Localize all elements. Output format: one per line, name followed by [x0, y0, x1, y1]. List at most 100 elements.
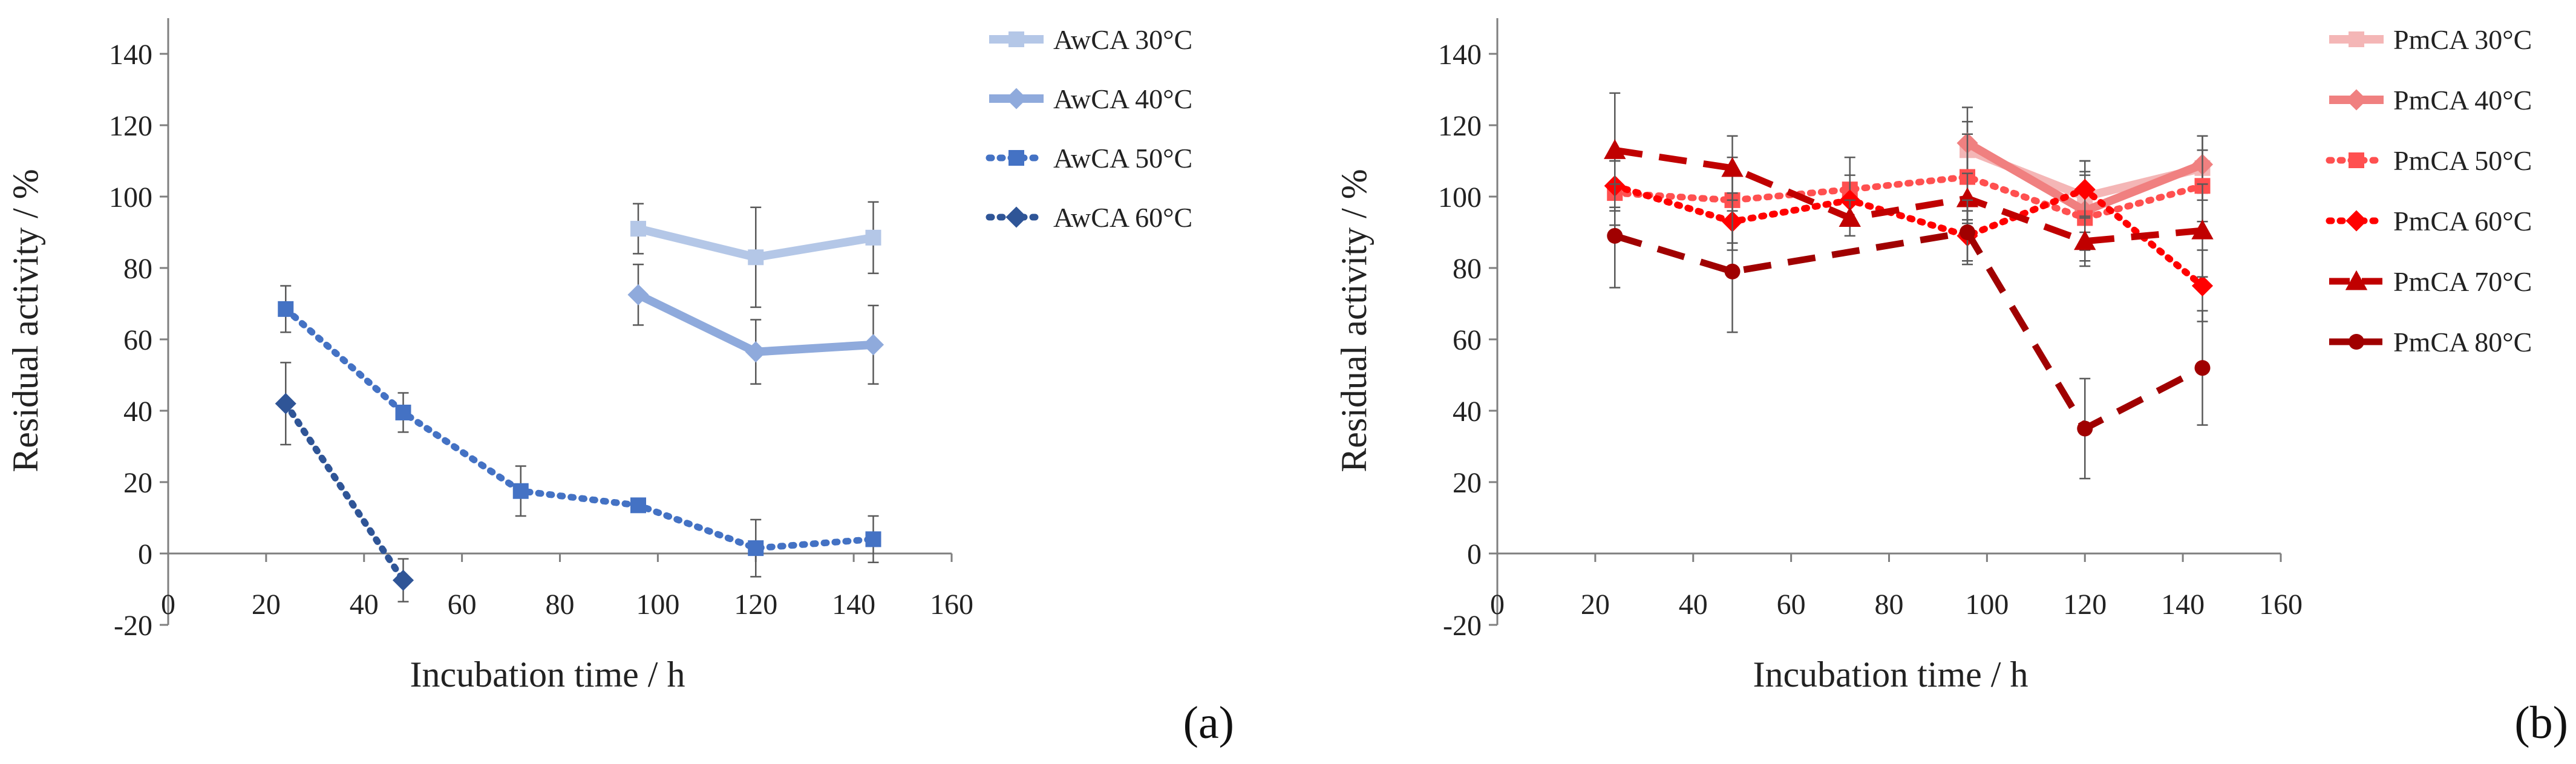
- legend-label: PmCA 70°C: [2393, 266, 2532, 297]
- legend-label: PmCA 30°C: [2393, 24, 2532, 55]
- legend-label: AwCA 50°C: [1053, 143, 1192, 174]
- x-tick-label: 0: [1490, 589, 1505, 621]
- data-point: [275, 393, 296, 414]
- data-point: [865, 531, 881, 547]
- legend-label: AwCA 30°C: [1053, 24, 1192, 55]
- legend-label: PmCA 40°C: [2393, 85, 2532, 116]
- data-point: [1839, 207, 1861, 227]
- series-awca-50-c: [278, 285, 881, 578]
- data-point: [2077, 420, 2093, 437]
- x-tick-label: 60: [1777, 589, 1806, 621]
- series-pmca-80-c: [1607, 183, 2211, 480]
- series-line: [282, 400, 407, 584]
- x-tick-label: 40: [1679, 589, 1708, 621]
- y-tick-label: 0: [138, 538, 152, 570]
- data-point: [748, 249, 764, 266]
- data-point: [630, 221, 646, 237]
- x-tick-label: 160: [930, 589, 973, 621]
- y-tick-label: 0: [1467, 538, 1482, 570]
- x-axis-label: Incubation time / h: [1753, 655, 2028, 694]
- y-tick-label: 20: [1453, 467, 1482, 499]
- legend-label: AwCA 40°C: [1053, 83, 1192, 114]
- data-point: [1960, 224, 1975, 240]
- x-tick-label: 100: [636, 589, 679, 621]
- x-tick-label: 40: [350, 589, 379, 621]
- x-tick-label: 80: [1875, 589, 1904, 621]
- y-tick-label: 100: [1438, 181, 1482, 214]
- series-line: [1611, 174, 2206, 221]
- x-tick-label: 60: [448, 589, 477, 621]
- legend-entry: PmCA 40°C: [2329, 85, 2532, 116]
- x-tick-label: 140: [832, 589, 875, 621]
- y-tick-label: 80: [123, 253, 152, 285]
- legend-entry: AwCA 40°C: [989, 83, 1192, 114]
- y-tick-label: 40: [1453, 396, 1482, 428]
- data-point: [2194, 360, 2211, 376]
- legend-label: PmCA 50°C: [2393, 145, 2532, 176]
- legend-swatch-marker: [1005, 206, 1027, 228]
- legend-entry: PmCA 30°C: [2329, 24, 2532, 55]
- data-point: [862, 334, 884, 356]
- legend-swatch-marker: [2346, 210, 2367, 232]
- x-tick-label: 120: [734, 589, 777, 621]
- data-point: [2074, 230, 2096, 250]
- y-axis-label: Residual activity / %: [1334, 169, 1374, 472]
- series-awca-40-c: [627, 263, 884, 385]
- data-point: [745, 341, 767, 363]
- legend-swatch-marker: [2349, 31, 2364, 47]
- data-point: [278, 301, 294, 317]
- series-awca-60-c: [275, 362, 414, 602]
- x-tick-label: 20: [252, 589, 281, 621]
- series-awca-30-c: [630, 201, 881, 309]
- legend-label: AwCA 60°C: [1053, 202, 1192, 233]
- y-tick-label: 120: [109, 110, 152, 142]
- y-tick-label: 40: [123, 396, 152, 428]
- y-tick-label: 140: [1438, 39, 1482, 71]
- y-tick-label: 80: [1453, 253, 1482, 285]
- y-tick-label: 120: [1438, 110, 1482, 142]
- x-tick-label: 160: [2259, 589, 2303, 621]
- series-line: [282, 305, 877, 552]
- y-tick-label: 100: [109, 181, 152, 214]
- y-tick-label: 60: [1453, 324, 1482, 356]
- legend-swatch-marker: [2349, 152, 2364, 168]
- legend-label: PmCA 60°C: [2393, 206, 2532, 237]
- x-axis-label: Incubation time / h: [410, 655, 685, 694]
- data-point: [748, 540, 764, 557]
- x-tick-label: 0: [161, 589, 175, 621]
- legend-entry: AwCA 30°C: [989, 24, 1192, 55]
- legend-label: PmCA 80°C: [2393, 327, 2532, 358]
- legend-swatch-marker: [2349, 334, 2364, 350]
- x-tick-label: 20: [1581, 589, 1610, 621]
- legend-entry: AwCA 60°C: [986, 202, 1192, 233]
- x-tick-label: 120: [2063, 589, 2107, 621]
- data-point: [1607, 227, 1623, 244]
- legend-entry: PmCA 50°C: [2326, 145, 2532, 176]
- data-point: [2191, 219, 2214, 240]
- panel-label: (b): [2514, 697, 2568, 748]
- data-point: [392, 569, 414, 591]
- y-tick-label: -20: [1443, 610, 1482, 642]
- legend-entry: PmCA 80°C: [2329, 327, 2532, 358]
- legend-swatch-marker: [2346, 89, 2367, 111]
- data-point: [2074, 178, 2096, 200]
- y-tick-label: 60: [123, 324, 152, 356]
- panel-label: (a): [1183, 697, 1234, 748]
- data-point: [1721, 157, 1744, 177]
- data-point: [865, 229, 881, 246]
- data-point: [1724, 263, 1741, 279]
- x-tick-label: 140: [2161, 589, 2205, 621]
- x-tick-label: 80: [546, 589, 575, 621]
- legend-swatch-marker: [2345, 270, 2368, 290]
- series-line: [1611, 182, 2206, 289]
- series-line: [1613, 229, 2205, 432]
- data-point: [2191, 275, 2214, 297]
- legend-swatch-marker: [1008, 31, 1024, 47]
- legend-entry: PmCA 60°C: [2326, 206, 2532, 237]
- legend-entry: PmCA 70°C: [2329, 266, 2532, 297]
- chart-panel-a: -20 0 20 40 60 80 100 120 140 0 20 40 60 80 100 120 140 1…: [5, 18, 1234, 748]
- legend-swatch-marker: [1005, 88, 1027, 109]
- data-point: [512, 483, 529, 499]
- data-point: [1604, 139, 1626, 159]
